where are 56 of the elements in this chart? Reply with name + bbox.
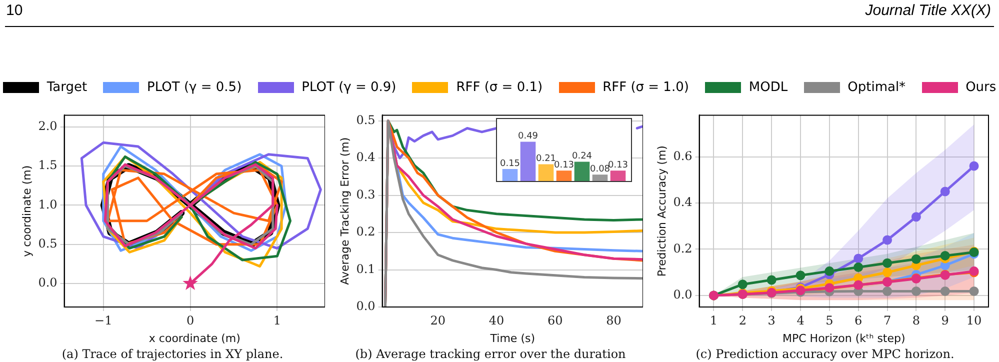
legend-label: Target xyxy=(46,80,88,95)
data-label: 0.49 xyxy=(518,132,538,142)
data-label: 0.24 xyxy=(572,152,592,162)
legend-label: RFF (σ = 1.0) xyxy=(602,80,689,95)
data-label: 0.15 xyxy=(500,158,520,169)
y-axis-title: Average Tracking Error (m) xyxy=(338,137,352,285)
x-tick-label: 6 xyxy=(854,313,862,328)
y-tick-label: 2.0 xyxy=(38,119,58,134)
x-tick-label: −1 xyxy=(94,313,112,328)
text: Journal Title XX(X) xyxy=(865,2,991,19)
x-tick-label: 3 xyxy=(768,313,776,328)
text: (a) Trace of trajectories in XY plane. xyxy=(62,346,284,361)
x-tick-label: 40 xyxy=(488,313,504,328)
x-axis-title: Time (s) xyxy=(489,332,536,345)
y-tick-label: 0.3 xyxy=(356,187,376,202)
y-tick-label: 1.0 xyxy=(38,197,58,212)
y-tick-label: 0.5 xyxy=(356,112,376,127)
x-axis-title: x coordinate (m) xyxy=(148,332,240,345)
x-tick-label: 20 xyxy=(430,313,446,328)
y-tick-label: 0.6 xyxy=(673,148,692,163)
legend-label: Ours xyxy=(966,80,996,95)
y-tick-label: 0.2 xyxy=(673,241,692,256)
y-tick-label: 0.0 xyxy=(673,288,692,302)
y-tick-label: 0.4 xyxy=(356,150,376,164)
y-tick-label: 0.5 xyxy=(38,236,58,250)
text: (c) Prediction accuracy over MPC horizon. xyxy=(696,346,954,361)
legend-label: Optimal* xyxy=(848,80,906,95)
legend-label: PLOT (γ = 0.5) xyxy=(147,80,242,95)
x-tick-label: 9 xyxy=(941,313,949,328)
x-tick-label: 1 xyxy=(710,313,718,328)
legend-label: RFF (σ = 0.1) xyxy=(456,80,543,95)
y-axis-title: y coordinate (m) xyxy=(20,165,34,257)
y-tick-label: 0.2 xyxy=(356,224,376,239)
x-tick-label: 80 xyxy=(606,313,622,328)
text: (b) Average tracking error over the duration xyxy=(355,346,626,361)
legend-label: PLOT (γ = 0.9) xyxy=(302,80,396,95)
x-tick-label: 1 xyxy=(273,313,282,328)
data-label: 0.13 xyxy=(554,160,574,170)
x-tick-label: 0 xyxy=(186,313,194,328)
y-tick-label: 0.0 xyxy=(356,299,376,314)
data-label: 0.08 xyxy=(590,164,610,174)
x-tick-label: 4 xyxy=(796,313,805,328)
x-tick-label: 10 xyxy=(966,313,982,328)
y-tick-label: 0.1 xyxy=(356,262,376,276)
y-tick-label: 0.4 xyxy=(673,195,693,210)
legend-label: MODL xyxy=(748,80,788,95)
y-tick-label: 1.5 xyxy=(38,158,58,172)
x-tick-label: 5 xyxy=(826,313,834,328)
y-axis-title: Prediction Accuracy (m) xyxy=(655,146,668,277)
x-tick-label: 7 xyxy=(883,313,892,328)
x-tick-label: 2 xyxy=(738,313,746,328)
x-axis-title: MPC Horizon (kᵗʰ step) xyxy=(782,332,906,345)
text: 10 xyxy=(6,2,23,19)
x-tick-label: 8 xyxy=(912,313,920,328)
y-tick-label: 0.0 xyxy=(38,276,58,290)
x-tick-label: 60 xyxy=(547,313,563,328)
